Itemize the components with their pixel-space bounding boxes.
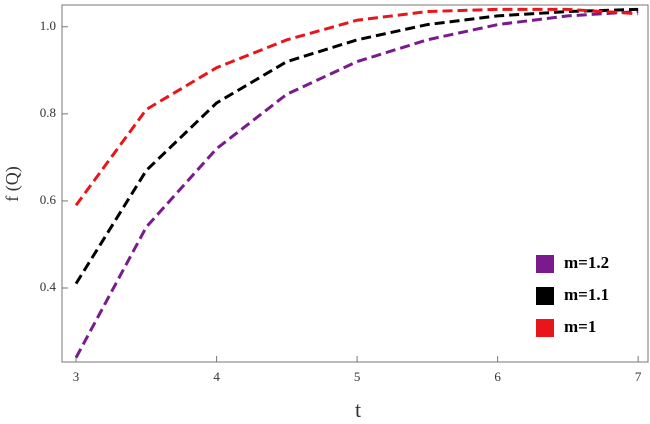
legend-swatch [536,255,554,273]
legend-label: m=1.2 [564,253,609,272]
legend-swatch [536,319,554,337]
x-axis-label: t [355,397,361,422]
legend-label: m=1 [564,317,596,336]
legend-swatch [536,287,554,305]
y-axis-label: f (Q) [2,166,23,201]
series-line [74,7,639,207]
x-tick-label: 4 [213,369,220,384]
x-tick-label: 3 [73,369,80,384]
x-tick-label: 5 [354,369,361,384]
plot-frame [61,4,649,363]
y-tick-label: 0.6 [40,192,57,207]
y-tick-label: 0.4 [40,279,57,294]
x-tick-label: 6 [494,369,501,384]
series-line [74,7,639,285]
x-tick-label: 7 [635,369,642,384]
series-line [74,10,639,359]
y-tick-label: 0.8 [40,105,56,120]
legend-label: m=1.1 [564,285,609,304]
y-tick-label: 1.0 [40,18,56,33]
